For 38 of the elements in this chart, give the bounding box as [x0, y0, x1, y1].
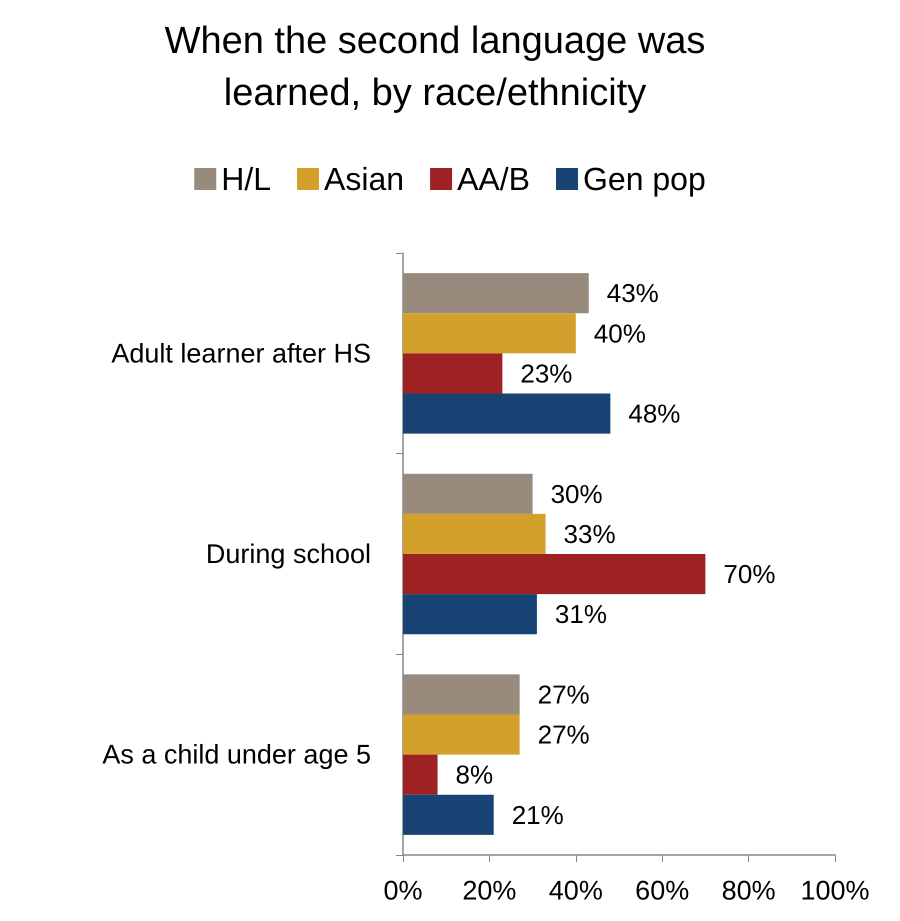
bar — [403, 514, 546, 554]
bar — [403, 794, 494, 835]
x-tick-label: 0% — [383, 876, 423, 906]
data-label: 30% — [550, 478, 603, 509]
data-label: 27% — [538, 679, 590, 710]
x-tick-label: 20% — [462, 876, 516, 906]
bar — [403, 594, 537, 634]
bar — [403, 313, 576, 354]
bar — [403, 554, 706, 594]
x-tick-label: 60% — [635, 876, 690, 906]
bar — [403, 273, 589, 314]
data-label: 8% — [456, 760, 494, 790]
y-tick-label: During school — [206, 539, 371, 569]
data-label: 70% — [723, 559, 776, 590]
legend-label: Gen pop — [583, 161, 706, 197]
x-tick-label: 40% — [548, 876, 603, 906]
legend-label: H/L — [221, 161, 272, 197]
data-label: 48% — [628, 398, 680, 429]
x-tick-label: 100% — [800, 876, 870, 906]
data-label: 40% — [594, 318, 646, 348]
bar — [403, 674, 520, 715]
bar — [403, 474, 533, 514]
data-label: 27% — [538, 720, 590, 750]
data-label: 21% — [512, 800, 564, 830]
bar — [403, 714, 520, 755]
data-label: 43% — [606, 278, 659, 308]
bar — [403, 393, 610, 434]
data-label: 31% — [554, 599, 607, 630]
x-tick-label: 80% — [722, 876, 776, 906]
chart-title: When the second language was learned, by race/ethnicity — [164, 20, 706, 114]
bar — [403, 754, 438, 795]
y-tick-label: As a child under age 5 — [102, 740, 371, 770]
legend-label: Asian — [324, 161, 404, 197]
y-tick-label: Adult learner after HS — [111, 338, 371, 368]
data-label: 33% — [564, 518, 616, 549]
legend-label: AA/B — [457, 161, 530, 197]
data-label: 23% — [520, 358, 572, 388]
bar — [403, 353, 502, 394]
